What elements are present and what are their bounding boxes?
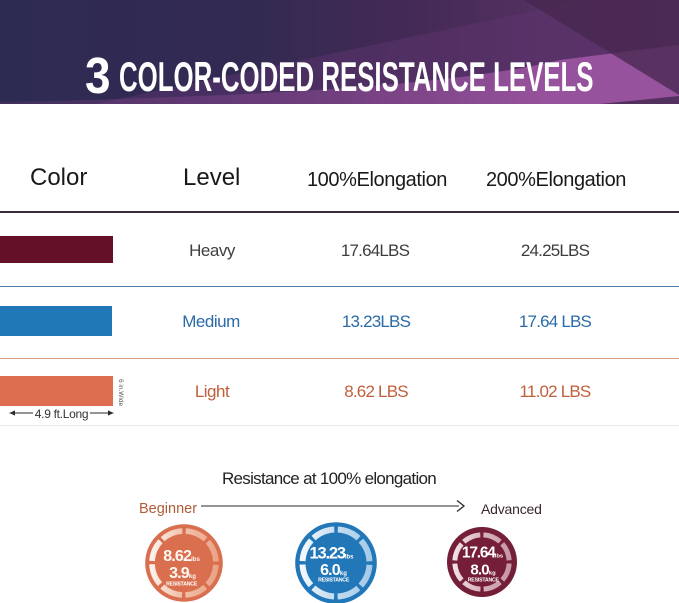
svg-text:RESISTANCE: RESISTANCE <box>166 581 198 587</box>
svg-text:13.23lbs: 13.23lbs <box>310 544 355 562</box>
svg-text:RESISTANCE: RESISTANCE <box>318 577 350 583</box>
svg-text:4.9 ft.Long: 4.9 ft.Long <box>35 407 88 421</box>
svg-text:17.64lbs: 17.64lbs <box>462 544 503 561</box>
svg-text:RESISTANCE: RESISTANCE <box>468 578 500 584</box>
